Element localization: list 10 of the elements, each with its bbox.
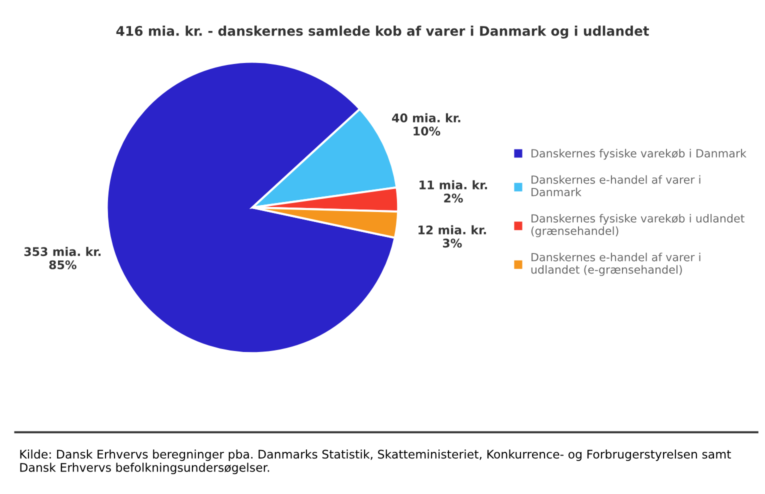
legend-label: Danskernes fysiske varekøb i Danmark <box>532 148 746 160</box>
data-label: 11 mia. kr. 2% <box>420 180 488 203</box>
data-label: 353 mia. kr. 85% <box>24 246 101 270</box>
legend-label: Danskernes e-handel af varer i Danmark <box>532 175 700 196</box>
text: Kilde: Dansk Erhvervs beregninger pba. Danmarks Statistik, Skatteministeriet, Konkurrence- og Forbrugerstyrelsen samt Dansk Erhvervs befolkningsundersøgelser. <box>20 450 731 474</box>
chart-title: 416 mia. kr. - danskernes samlede kob af varer i Danmark og i udlandet <box>116 26 649 39</box>
data-label: 40 mia. kr. 10% <box>392 113 460 136</box>
data-label: 12 mia. kr. 3% <box>418 225 486 248</box>
legend-label: Danskernes e-handel af varer i udlandet (e-grænsehandel) <box>531 252 700 276</box>
legend-label: Danskernes fysiske varekøb i udlandet (grænsehandel) <box>531 214 744 238</box>
